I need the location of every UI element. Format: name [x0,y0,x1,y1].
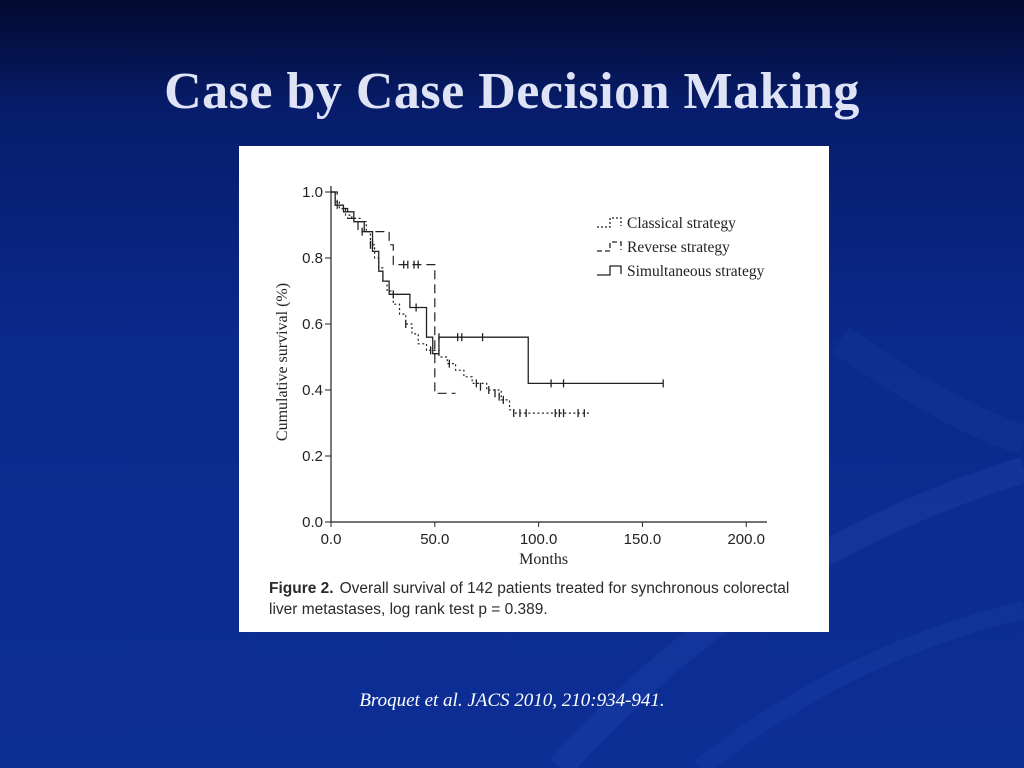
citation-rest: . JACS 2010, 210:934-941. [457,690,665,711]
citation: Broquet et al. JACS 2010, 210:934-941. [0,690,1024,712]
legend-label: Classical strategy [627,215,736,232]
y-tick-label: 1.0 [302,184,323,201]
legend-label: Simultaneous strategy [627,263,765,280]
y-tick-label: 0.2 [302,448,323,465]
chart-legend: Classical strategy Reverse strategy Simult… [597,215,765,280]
x-axis-title: Months [519,551,568,568]
survival-chart: 0.0 50.0 100.0 150.0 200.0 0.0 0.2 0.4 0.6 0.8 1.0… [274,184,767,568]
x-tick-label: 100.0 [520,531,558,548]
y-tick-label: 0.0 [302,514,323,531]
y-tick-label: 0.4 [302,382,323,399]
series-line-simultaneous-strategy [331,191,664,385]
figure-panel: 0.0 50.0 100.0 150.0 200.0 0.0 0.2 0.4 0.6 0.8 1.0… [239,146,829,632]
legend-swatch [597,217,622,228]
series-line-classical-strategy [331,191,591,414]
slide-title: Case by Case Decision Making [164,63,860,120]
y-axis-title: Cumulative survival (%) [274,283,291,441]
x-tick-label: 200.0 [727,531,765,548]
x-tick-label: 150.0 [624,531,662,548]
figure-caption: Figure 2. Overall survival of 142 patient… [269,578,814,620]
figure-caption-text: Overall survival of 142 patients treated… [269,580,790,618]
y-tick-label: 0.6 [302,316,323,333]
chart-axes: 0.0 50.0 100.0 150.0 200.0 0.0 0.2 0.4 0.6 0.8 1.0… [274,184,767,568]
citation-authors: Broquet et al [359,690,458,711]
chart-series [331,191,664,418]
series-line-reverse-strategy [331,191,456,394]
legend-label: Reverse strategy [627,239,730,256]
x-tick-label: 0.0 [321,531,342,548]
x-tick-label: 50.0 [420,531,449,548]
legend-swatch [597,241,622,252]
y-tick-label: 0.8 [302,250,323,267]
figure-label: Figure 2. [269,580,334,597]
legend-swatch [597,265,622,276]
